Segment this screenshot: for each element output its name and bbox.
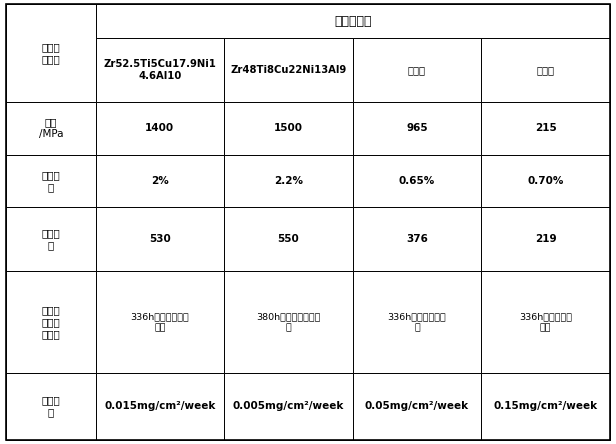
Text: 抗腐蚀
（盐雾
测试）: 抗腐蚀 （盐雾 测试） xyxy=(41,305,60,340)
Text: 2.2%: 2.2% xyxy=(274,176,303,186)
Bar xyxy=(353,38,481,102)
Bar xyxy=(353,373,481,440)
Bar xyxy=(224,373,353,440)
Text: 镍释放
量: 镍释放 量 xyxy=(41,395,60,418)
Bar xyxy=(481,102,610,155)
Text: 530: 530 xyxy=(149,234,171,244)
Text: 0.05mg/cm²/week: 0.05mg/cm²/week xyxy=(365,401,469,412)
Bar xyxy=(224,102,353,155)
Bar xyxy=(481,373,610,440)
Text: 336h后表面良好无
腐蚀: 336h后表面良好无 腐蚀 xyxy=(131,312,189,332)
Bar xyxy=(224,38,353,102)
Bar xyxy=(95,271,224,373)
Bar xyxy=(95,155,224,207)
Bar xyxy=(95,4,610,38)
Text: 强度
/MPa: 强度 /MPa xyxy=(39,117,63,139)
Bar xyxy=(353,102,481,155)
Text: 0.005mg/cm²/week: 0.005mg/cm²/week xyxy=(233,401,344,412)
Text: 不锈钢: 不锈钢 xyxy=(537,65,554,75)
Text: Zr52.5Ti5Cu17.9Ni1
4.6Al10: Zr52.5Ti5Cu17.9Ni1 4.6Al10 xyxy=(103,59,216,81)
Text: 336h后表面严重
腐蚀: 336h后表面严重 腐蚀 xyxy=(519,312,572,332)
Bar xyxy=(224,271,353,373)
Text: 965: 965 xyxy=(406,123,428,133)
Bar xyxy=(6,207,95,271)
Text: 550: 550 xyxy=(277,234,299,244)
Bar xyxy=(95,38,224,102)
Bar xyxy=(6,271,95,373)
Text: 336h后表面严重腐
蚀: 336h后表面严重腐 蚀 xyxy=(387,312,447,332)
Bar xyxy=(6,4,95,102)
Bar xyxy=(481,155,610,207)
Bar xyxy=(481,271,610,373)
Text: 215: 215 xyxy=(535,123,556,133)
Bar xyxy=(224,155,353,207)
Bar xyxy=(6,155,95,207)
Text: 1500: 1500 xyxy=(274,123,303,133)
Text: 376: 376 xyxy=(406,234,428,244)
Bar xyxy=(353,155,481,207)
Text: 0.65%: 0.65% xyxy=(399,176,435,186)
Text: 0.70%: 0.70% xyxy=(527,176,564,186)
Text: 0.015mg/cm²/week: 0.015mg/cm²/week xyxy=(104,401,216,412)
Text: 380h后表面良好无腐
蚀: 380h后表面良好无腐 蚀 xyxy=(256,312,320,332)
Bar xyxy=(6,373,95,440)
Bar xyxy=(95,207,224,271)
Text: 2%: 2% xyxy=(151,176,169,186)
Bar xyxy=(481,38,610,102)
Text: 性能测
试项目: 性能测 试项目 xyxy=(41,42,60,64)
Bar xyxy=(224,207,353,271)
Text: 弹性限
度: 弹性限 度 xyxy=(41,170,60,192)
Bar xyxy=(353,207,481,271)
Text: 维氏硬
度: 维氏硬 度 xyxy=(41,228,60,250)
Text: 钛合金: 钛合金 xyxy=(408,65,426,75)
Text: 0.15mg/cm²/week: 0.15mg/cm²/week xyxy=(493,401,598,412)
Bar xyxy=(95,373,224,440)
Bar xyxy=(95,102,224,155)
Text: 219: 219 xyxy=(535,234,556,244)
Bar xyxy=(353,271,481,373)
Text: Zr48Ti8Cu22Ni13Al9: Zr48Ti8Cu22Ni13Al9 xyxy=(230,65,347,75)
Bar xyxy=(6,102,95,155)
Text: 1400: 1400 xyxy=(145,123,174,133)
Text: 眼镜架材质: 眼镜架材质 xyxy=(334,15,371,28)
Bar xyxy=(481,207,610,271)
